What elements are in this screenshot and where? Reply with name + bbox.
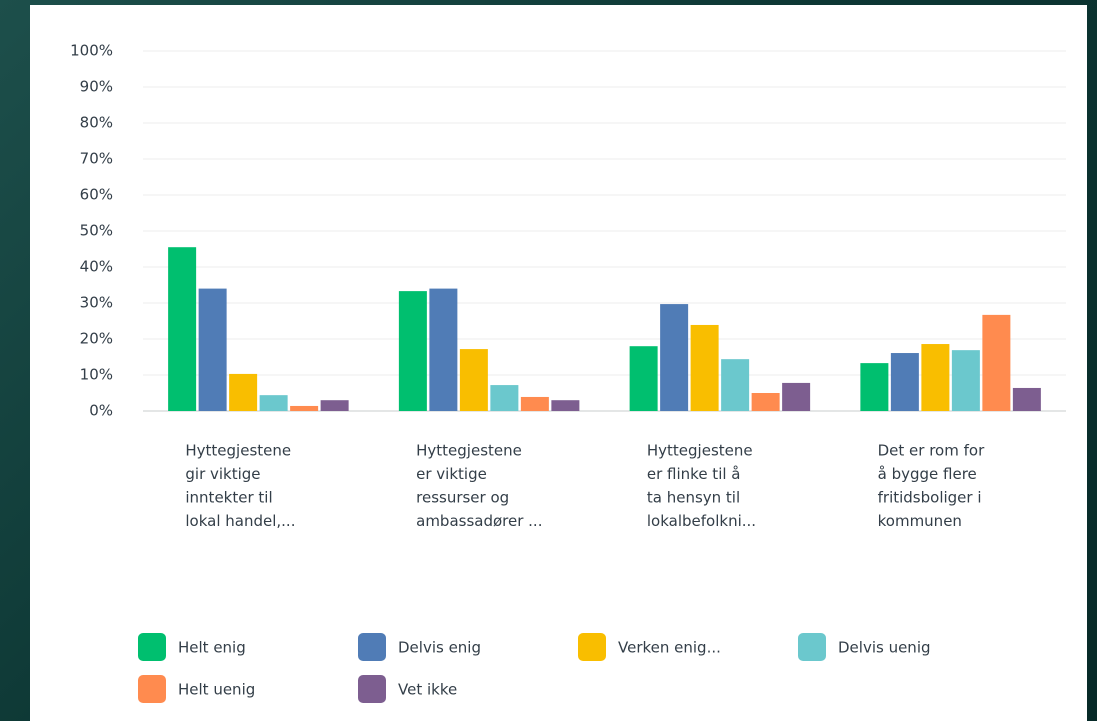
y-tick-label: 0% bbox=[89, 402, 113, 420]
x-tick-label: Hyttegjestene bbox=[185, 442, 291, 460]
x-tick-label: er flinke til å bbox=[647, 465, 741, 483]
legend-swatch bbox=[358, 633, 386, 661]
bar bbox=[459, 349, 488, 411]
y-tick-label: 30% bbox=[80, 294, 113, 312]
legend-label: Helt enig bbox=[178, 639, 246, 657]
legend-swatch bbox=[138, 675, 166, 703]
y-tick-label: 100% bbox=[70, 42, 113, 60]
legend-label: Verken enig... bbox=[618, 639, 721, 657]
x-tick-label: inntekter til bbox=[185, 489, 272, 507]
y-tick-label: 40% bbox=[80, 258, 113, 276]
legend-swatch bbox=[798, 633, 826, 661]
bar bbox=[198, 288, 227, 411]
y-tick-label: 10% bbox=[80, 366, 113, 384]
legend-label: Helt uenig bbox=[178, 681, 255, 699]
y-tick-label: 70% bbox=[80, 150, 113, 168]
y-tick-label: 20% bbox=[80, 330, 113, 348]
x-tick-label: lokal handel,... bbox=[185, 512, 295, 530]
legend-swatch bbox=[138, 633, 166, 661]
bar bbox=[660, 304, 689, 411]
bar bbox=[1012, 387, 1041, 411]
x-tick-label: Hyttegjestene bbox=[647, 442, 753, 460]
bar bbox=[890, 353, 919, 411]
bar bbox=[290, 405, 319, 411]
legend-label: Delvis uenig bbox=[838, 639, 931, 657]
x-tick-label: fritidsboliger i bbox=[878, 489, 982, 507]
bar bbox=[721, 359, 750, 411]
bar bbox=[751, 393, 780, 411]
bar bbox=[629, 346, 658, 411]
bar bbox=[168, 247, 197, 411]
x-tick-label: lokalbefolkni... bbox=[647, 512, 756, 530]
bar bbox=[398, 291, 427, 411]
bar bbox=[320, 400, 349, 411]
legend-swatch bbox=[578, 633, 606, 661]
y-tick-label: 50% bbox=[80, 222, 113, 240]
x-tick-label: å bygge flere bbox=[878, 465, 977, 483]
bar bbox=[259, 395, 288, 411]
bar bbox=[429, 288, 458, 411]
bar bbox=[690, 324, 719, 411]
bar bbox=[921, 344, 950, 411]
x-tick-label: ambassadører ... bbox=[416, 512, 542, 530]
legend-label: Delvis enig bbox=[398, 639, 481, 657]
bar bbox=[982, 314, 1011, 411]
x-tick-label: kommunen bbox=[878, 512, 962, 530]
bar bbox=[551, 400, 580, 411]
y-tick-label: 80% bbox=[80, 114, 113, 132]
x-tick-label: Hyttegjestene bbox=[416, 442, 522, 460]
x-tick-label: ressurser og bbox=[416, 489, 509, 507]
y-tick-label: 90% bbox=[80, 78, 113, 96]
x-tick-label: gir viktige bbox=[185, 465, 260, 483]
x-tick-label: Det er rom for bbox=[878, 442, 985, 460]
bar bbox=[229, 373, 258, 411]
bar bbox=[782, 382, 811, 411]
legend-label: Vet ikke bbox=[398, 681, 457, 699]
y-tick-label: 60% bbox=[80, 186, 113, 204]
bar bbox=[490, 385, 519, 411]
bar bbox=[520, 396, 549, 411]
x-tick-label: er viktige bbox=[416, 465, 487, 483]
bar bbox=[860, 363, 889, 411]
bar bbox=[951, 350, 980, 411]
x-tick-label: ta hensyn til bbox=[647, 489, 740, 507]
legend-swatch bbox=[358, 675, 386, 703]
